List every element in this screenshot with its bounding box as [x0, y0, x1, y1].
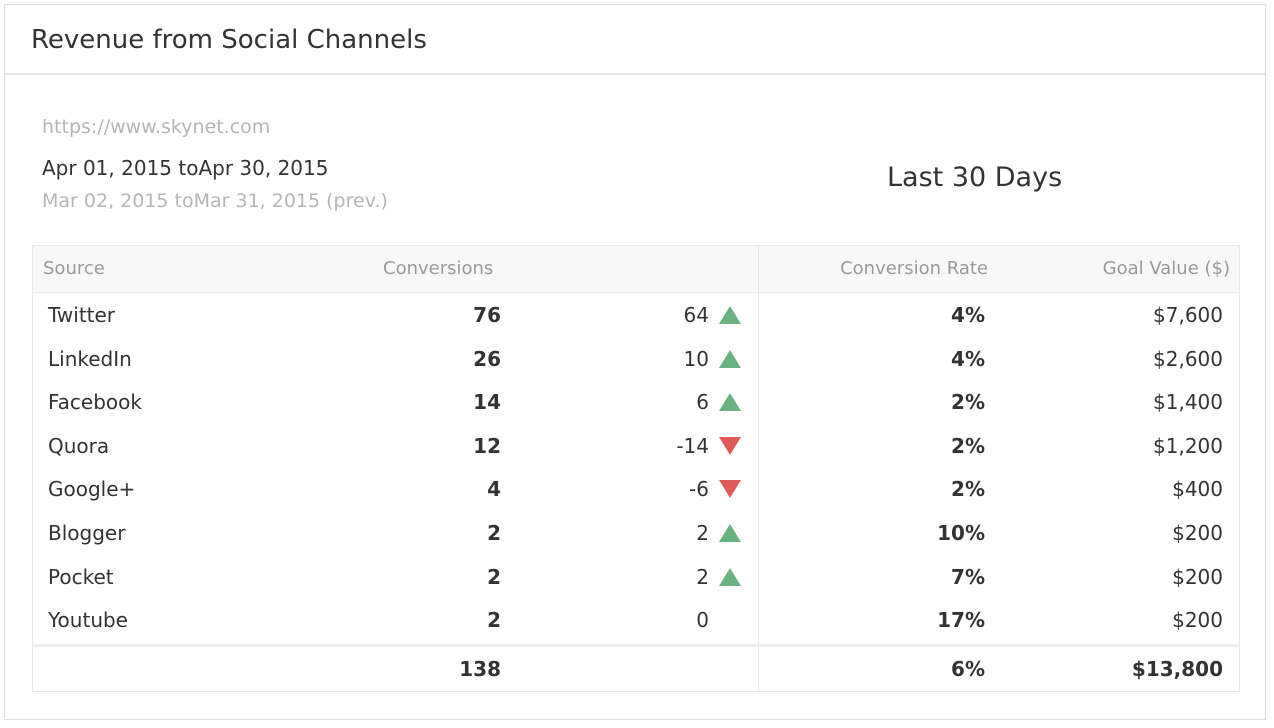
conversions: 2	[487, 521, 501, 545]
widget-header: Revenue from Social Channels	[5, 5, 1265, 75]
change: 6	[696, 390, 709, 415]
widget-title: Revenue from Social Channels	[31, 25, 427, 55]
goal-value: $2,600	[1153, 346, 1223, 371]
up-arrow	[719, 306, 741, 324]
column-header: Source	[43, 258, 105, 279]
source-name: Facebook	[48, 390, 142, 415]
conversions: 4	[487, 477, 501, 502]
source-name: LinkedIn	[48, 346, 132, 371]
up-arrow	[719, 349, 741, 368]
source-name: Twitter	[48, 303, 116, 327]
source-name: Youtube	[48, 608, 128, 633]
conversions: 2	[487, 564, 501, 589]
previous-period: Mar 02, 2015 toMar 31, 2015 (prev.)	[42, 190, 388, 212]
change: 10	[683, 346, 709, 371]
totals-divider	[33, 644, 1239, 647]
conversion-rate: 4%	[951, 346, 985, 371]
column-divider	[758, 246, 759, 691]
conversions: 14	[473, 390, 501, 415]
conversion-rate: 4%	[951, 303, 985, 327]
goal-value: $200	[1172, 521, 1223, 545]
conversion-rate: 7%	[951, 564, 985, 589]
goal-value: $1,200	[1153, 433, 1223, 458]
total-goal-value: $13,800	[1131, 657, 1223, 681]
conversions: 76	[473, 303, 501, 327]
goal-value: $1,400	[1153, 390, 1223, 415]
down-arrow	[719, 480, 741, 499]
column-header: Conversions	[383, 258, 494, 279]
change: -14	[676, 433, 709, 458]
goal-value: $7,600	[1153, 303, 1223, 327]
conversion-rate: 10%	[937, 521, 985, 545]
source-name: Blogger	[48, 521, 126, 545]
period-label: Last 30 Days	[887, 162, 1063, 193]
source-name: Pocket	[48, 564, 114, 589]
site-url: https://www.skynet.com	[42, 116, 271, 138]
conversions: 26	[473, 346, 501, 371]
conversions: 12	[473, 433, 501, 458]
total-conversions: 138	[459, 657, 501, 681]
change: 2	[696, 521, 709, 545]
change: 0	[696, 608, 709, 633]
goal-value: $200	[1172, 608, 1223, 633]
column-header: Conversion Rate	[840, 258, 988, 279]
data-table: Source Conversions Conversion Rate Goal Val…	[32, 245, 1240, 692]
conversion-rate: 2%	[951, 477, 985, 502]
goal-value: $200	[1172, 564, 1223, 589]
down-arrow	[719, 436, 741, 455]
change: -6	[689, 477, 709, 502]
source-name: Google+	[48, 477, 136, 502]
up-arrow	[719, 524, 741, 542]
source-name: Quora	[48, 433, 110, 458]
column-header: Goal Value ($)	[1102, 258, 1230, 279]
current-period: Apr 01, 2015 toApr 30, 2015	[42, 156, 329, 180]
conversion-rate: 17%	[937, 608, 985, 633]
conversions: 2	[487, 608, 501, 633]
change: 2	[696, 564, 709, 589]
up-arrow	[719, 567, 741, 586]
change: 64	[683, 303, 709, 327]
widget-card: Revenue from Social Channels https://www…	[4, 4, 1266, 720]
table-header	[33, 246, 1239, 293]
conversion-rate: 2%	[951, 390, 985, 415]
conversion-rate: 2%	[951, 433, 985, 458]
total-rate: 6%	[951, 657, 985, 681]
goal-value: $400	[1172, 477, 1223, 502]
up-arrow	[719, 393, 741, 412]
